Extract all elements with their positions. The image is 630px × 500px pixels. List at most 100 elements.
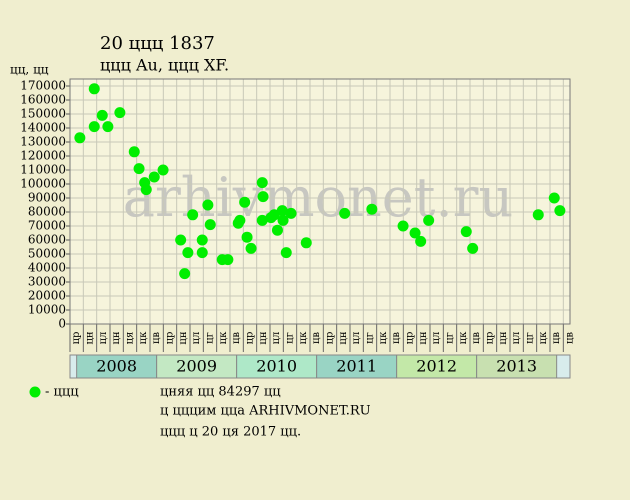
x-tick-label: цр — [244, 332, 255, 345]
year-label: 2013 — [496, 357, 537, 376]
x-tick-label: цк — [458, 331, 469, 344]
x-tick-label: цк — [298, 331, 309, 344]
data-point — [148, 171, 160, 183]
data-point — [460, 226, 472, 238]
x-tick-label: цг — [284, 332, 295, 344]
y-tick-label: 170000 — [20, 79, 66, 93]
y-tick-label: 40000 — [28, 261, 66, 275]
x-tick-label: цл — [98, 332, 109, 345]
data-point — [239, 196, 251, 208]
x-tick-label: цр — [71, 332, 82, 345]
y-tick-label: 80000 — [28, 205, 66, 219]
year-label: 2010 — [256, 357, 297, 376]
chart-subtitle: ццц Au, ццц XF. — [100, 56, 229, 75]
x-tick-label: цн — [111, 331, 122, 344]
x-tick-label: цг — [364, 332, 375, 344]
x-tick-label: цн — [258, 331, 269, 344]
data-point — [222, 254, 234, 266]
x-tick-label: цв — [151, 332, 162, 344]
x-tick-label: цл — [351, 332, 362, 345]
x-tick-label: цв — [564, 332, 575, 344]
data-point — [245, 242, 257, 254]
note: ццц ц 20 ця 2017 цц. — [160, 425, 301, 440]
x-tick-label: ця — [124, 332, 135, 345]
data-point — [366, 203, 378, 215]
y-tick-label: 10000 — [28, 303, 66, 317]
x-tick-label: цв — [391, 332, 402, 344]
x-tick-label: цн — [418, 331, 429, 344]
y-tick-label: 20000 — [28, 289, 66, 303]
y-tick-label: 120000 — [20, 149, 66, 163]
y-axis-label: цц, цц — [10, 63, 49, 77]
x-tick-label: цв — [551, 332, 562, 344]
x-tick-label: цн — [338, 331, 349, 344]
data-point — [256, 177, 268, 189]
x-tick-label: цг — [444, 332, 455, 344]
data-point — [202, 199, 214, 211]
x-tick-label: цк — [378, 331, 389, 344]
year-label: 2011 — [336, 357, 377, 376]
data-point — [241, 231, 253, 243]
year-label: 2008 — [96, 357, 137, 376]
x-tick-label: цв — [471, 332, 482, 344]
x-tick-label: цл — [511, 332, 522, 345]
x-tick-label: цв — [311, 332, 322, 344]
year-label: 2012 — [416, 357, 457, 376]
data-point — [257, 191, 269, 203]
year-label: 2009 — [176, 357, 217, 376]
data-point — [415, 235, 427, 247]
data-point — [276, 205, 288, 217]
x-tick-label: цг — [204, 332, 215, 344]
data-point — [182, 247, 194, 259]
x-tick-label: цл — [191, 332, 202, 345]
plot-frame — [69, 78, 571, 325]
data-point — [88, 121, 100, 133]
data-point — [96, 109, 108, 121]
data-point — [532, 209, 544, 221]
data-point — [204, 219, 216, 231]
data-point — [196, 247, 208, 259]
x-tick-label: цк — [138, 331, 149, 344]
chart-title: 20 ццц 1837 — [100, 33, 215, 54]
x-tick-label: цн — [84, 331, 95, 344]
y-tick-label: 50000 — [28, 247, 66, 261]
x-tick-label: цр — [164, 332, 175, 345]
x-tick-label: цл — [271, 332, 282, 345]
data-point — [234, 214, 246, 226]
x-tick-label: цл — [431, 332, 442, 345]
y-tick-label: 110000 — [20, 163, 66, 177]
data-point — [114, 107, 126, 119]
x-tick-label: цн — [178, 331, 189, 344]
data-point — [157, 164, 169, 176]
legend-marker — [29, 386, 41, 398]
y-tick-label: 160000 — [20, 93, 66, 107]
data-point — [280, 247, 292, 259]
note: цняя цц 84297 цц — [160, 385, 281, 400]
x-tick-label: цн — [498, 331, 509, 344]
data-point — [256, 214, 268, 226]
y-tick-label: 0 — [58, 317, 66, 331]
data-point — [175, 234, 187, 246]
data-point — [196, 234, 208, 246]
x-tick-label: цр — [484, 332, 495, 345]
data-point — [277, 214, 289, 226]
y-tick-label: 30000 — [28, 275, 66, 289]
data-point — [88, 83, 100, 95]
data-point — [74, 132, 86, 144]
data-point — [102, 121, 114, 133]
data-point — [409, 227, 421, 239]
data-point — [133, 163, 145, 175]
data-point — [271, 224, 283, 236]
data-point — [300, 237, 312, 249]
data-point — [554, 205, 566, 217]
data-point — [140, 184, 152, 196]
x-tick-label: цк — [538, 331, 549, 344]
x-tick-label: цг — [524, 332, 535, 344]
data-point — [285, 207, 297, 219]
data-point — [187, 209, 199, 221]
plot-area — [69, 78, 571, 325]
y-tick-label: 130000 — [20, 135, 66, 149]
x-tick-label: цв — [231, 332, 242, 344]
